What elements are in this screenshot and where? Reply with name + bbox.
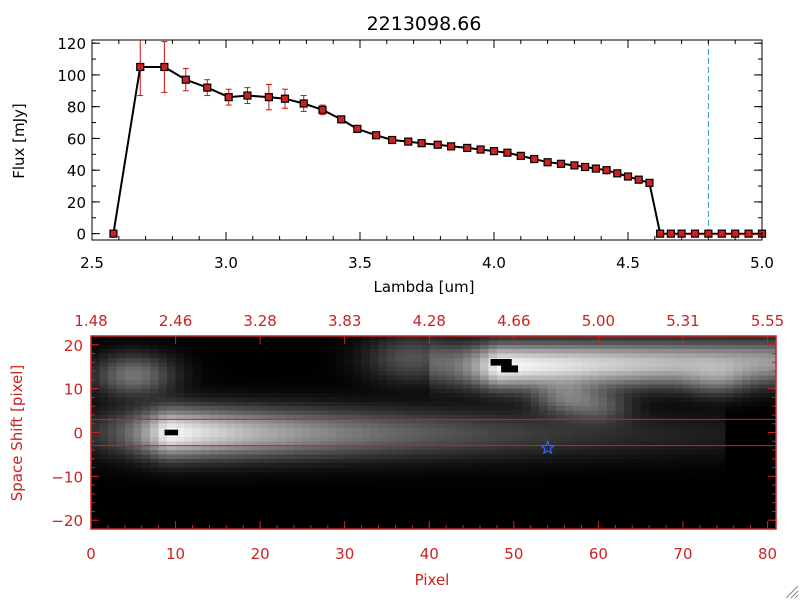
data-point-marker xyxy=(623,172,633,181)
data-point-marker xyxy=(591,164,600,173)
data-point-marker xyxy=(224,93,233,102)
pixel-tick-label: 50 xyxy=(504,545,523,563)
wavelength-tick-label: 2.46 xyxy=(159,312,192,330)
spectrum-panel: 2213098.66 2.5 3.0 3.5 4.0 4.5 5.0 0 20 40 60 80 1… xyxy=(10,13,774,296)
wavelength-axis-ticks: 1.48 2.46 3.28 3.83 4.28 4.66 5.00 5.31 5.55 xyxy=(74,312,784,344)
y-tick-label: 60 xyxy=(67,130,86,148)
data-point-marker xyxy=(556,159,566,168)
x-axis-ticks: 2.5 3.0 3.5 4.0 4.5 5.0 xyxy=(80,40,774,272)
pixel-axis-ticks: 0 10 20 30 40 50 60 70 80 xyxy=(86,521,777,563)
spectrum-plot-frame xyxy=(91,39,763,241)
resize-grip-icon[interactable] xyxy=(785,585,799,599)
source-position-star-icon xyxy=(539,439,556,455)
x-tick-label: 3.5 xyxy=(348,254,372,272)
pixel-tick-label: 60 xyxy=(589,545,608,563)
space-shift-tick-label: 0 xyxy=(73,425,83,443)
data-point-marker xyxy=(463,143,472,153)
y-tick-label: 120 xyxy=(57,35,86,53)
data-point-marker xyxy=(318,105,327,114)
spectral-image-heatmap xyxy=(91,336,776,529)
data-point-marker xyxy=(203,83,212,92)
wavelength-tick-label: 4.28 xyxy=(413,312,446,330)
y-tick-label: 80 xyxy=(67,99,86,117)
y-axis-ticks: 0 20 40 60 80 100 120 xyxy=(57,35,762,244)
data-point-marker xyxy=(280,94,290,103)
pixel-tick-label: 0 xyxy=(86,545,96,563)
data-point-marker xyxy=(516,151,525,160)
space-shift-tick-label: −10 xyxy=(51,468,83,486)
data-point-marker xyxy=(690,229,700,238)
data-point-marker xyxy=(417,139,426,148)
data-point-marker xyxy=(503,148,512,157)
pixel-tick-label: 30 xyxy=(335,545,354,563)
y-tick-label: 0 xyxy=(76,226,86,244)
wavelength-tick-label: 4.66 xyxy=(497,312,530,330)
data-point-marker xyxy=(543,158,552,167)
y-axis-label: Flux [mJy] xyxy=(10,103,28,179)
data-point-marker xyxy=(433,140,442,149)
space-shift-axis-ticks: −20 −10 0 10 20 xyxy=(51,337,776,530)
x-axis-label: Lambda [um] xyxy=(374,278,475,296)
data-point-marker xyxy=(353,124,362,133)
data-point-marker xyxy=(570,161,579,170)
x-tick-label: 4.0 xyxy=(482,254,506,272)
saturated-pixel-spot xyxy=(164,429,179,436)
wavelength-tick-label: 5.31 xyxy=(666,312,699,330)
y-tick-label: 40 xyxy=(67,162,86,180)
space-shift-tick-label: 10 xyxy=(64,381,83,399)
wavelength-tick-label: 5.55 xyxy=(751,312,784,330)
data-point-marker xyxy=(613,169,622,178)
data-point-marker xyxy=(181,75,190,84)
pixel-tick-label: 40 xyxy=(420,545,439,563)
y-tick-label: 100 xyxy=(57,67,86,85)
x-tick-label: 2.5 xyxy=(80,254,104,272)
data-point-marker xyxy=(109,229,118,238)
pixel-tick-label: 10 xyxy=(166,545,185,563)
space-shift-axis-label: Space Shift [pixel] xyxy=(8,365,26,502)
x-tick-label: 4.5 xyxy=(616,254,640,272)
x-tick-label: 5.0 xyxy=(750,254,774,272)
pixel-tick-label: 80 xyxy=(758,545,777,563)
data-point-marker xyxy=(666,229,675,238)
data-point-marker xyxy=(530,154,539,164)
data-point-marker xyxy=(634,175,643,184)
pixel-tick-label: 20 xyxy=(251,545,270,563)
data-point-marker xyxy=(136,62,145,72)
data-point-marker xyxy=(656,229,665,238)
data-point-marker xyxy=(581,162,590,172)
data-point-marker xyxy=(371,131,381,140)
pixel-tick-label: 70 xyxy=(673,545,692,563)
space-shift-tick-label: 20 xyxy=(64,337,83,355)
data-point-marker xyxy=(264,93,273,102)
flux-series-line xyxy=(112,66,762,235)
x-tick-label: 3.0 xyxy=(214,254,238,272)
wavelength-tick-label: 3.28 xyxy=(243,312,276,330)
data-point-marker xyxy=(337,115,346,124)
data-point-marker xyxy=(160,62,169,72)
spectrum-plot-area xyxy=(91,39,767,241)
data-point-marker xyxy=(489,147,499,156)
data-point-marker xyxy=(717,229,726,238)
space-shift-tick-label: −20 xyxy=(51,512,83,530)
data-point-marker xyxy=(645,178,654,187)
data-point-marker xyxy=(447,142,456,151)
data-point-marker xyxy=(476,145,485,154)
pixel-axis-label: Pixel xyxy=(415,571,450,589)
saturated-pixel-spot xyxy=(501,365,519,373)
data-point-marker xyxy=(299,99,308,108)
data-point-marker xyxy=(744,229,753,238)
data-point-marker xyxy=(243,91,252,100)
wavelength-tick-label: 1.48 xyxy=(74,312,107,330)
wavelength-tick-label: 3.83 xyxy=(328,312,361,330)
saturated-pixel-spot xyxy=(490,359,512,366)
data-point-marker xyxy=(388,135,397,145)
wavelength-tick-label: 5.00 xyxy=(582,312,615,330)
y-tick-label: 20 xyxy=(67,194,86,212)
data-point-marker xyxy=(404,137,413,146)
spectral-image-panel: 0 10 20 30 40 50 60 70 80 1.48 2.46 3.28 3.83 4.28 4.… xyxy=(8,312,784,589)
data-point-marker xyxy=(602,166,611,175)
chart-title: 2213098.66 xyxy=(367,13,482,35)
